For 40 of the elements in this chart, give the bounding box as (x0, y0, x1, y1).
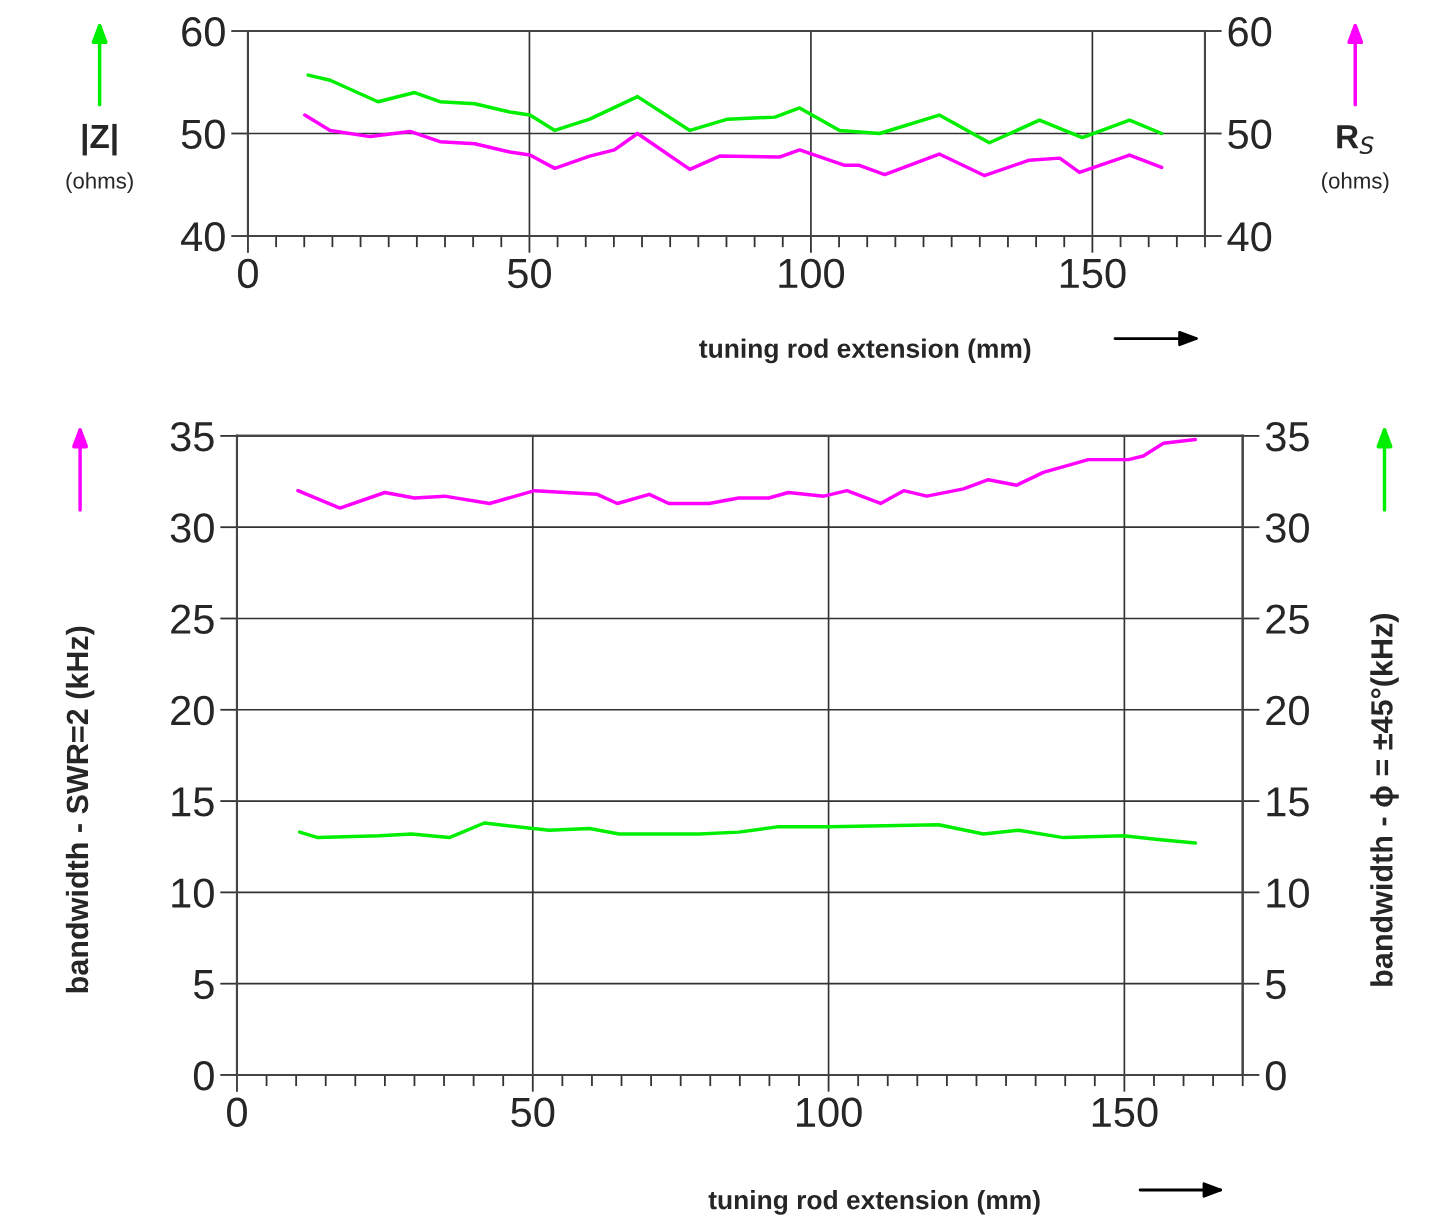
y2-tick-label: 40 (1227, 222, 1272, 252)
x-tick-label: 100 (779, 258, 845, 289)
y-tick-label: 15 (172, 787, 214, 817)
y2-tick-label: 20 (1266, 695, 1309, 726)
x-axis-title: tuning rod extension (mm) (699, 338, 1031, 364)
y-tick-label: 60 (182, 17, 225, 47)
y-tick-label: 30 (170, 513, 214, 543)
line-series (297, 821, 1198, 845)
x-tick-label: 0 (238, 258, 258, 289)
y2-tick-label: 5 (1265, 970, 1286, 1000)
y2-axis-title: R$_{S}$ (ohms) (1322, 125, 1389, 194)
y2-tick-label: 15 (1267, 787, 1309, 817)
y-tick-label: 50 (181, 119, 225, 150)
y2-tick-label: 10 (1267, 878, 1309, 908)
y-tick-label: 0 (193, 1060, 214, 1091)
y-tick-label: 10 (172, 878, 214, 908)
y-axis-title: bandwidth - SWR=2 (kHz) (65, 626, 95, 993)
y2-axis-title: bandwidth - ϕ = ±45°(kHz) (1370, 614, 1399, 986)
y2-tick-label: 0 (1265, 1060, 1286, 1091)
y2-tick-label: 35 (1265, 421, 1309, 452)
line-series (296, 437, 1198, 510)
x-tick-label: 150 (1060, 258, 1126, 289)
y2-tick-label: 60 (1228, 17, 1272, 47)
line-series (303, 113, 1164, 178)
x-tick-label: 50 (507, 258, 551, 289)
y2-tick-label: 30 (1265, 513, 1309, 543)
y2-tick-label: 50 (1228, 119, 1272, 150)
y-tick-label: 25 (171, 604, 214, 634)
x-tick-label: 50 (511, 1097, 555, 1128)
y-axis-title: |Z| (ohms) (66, 123, 133, 194)
x-tick-label: 150 (1092, 1097, 1158, 1128)
y-tick-label: 40 (181, 222, 225, 252)
x-tick-label: 0 (227, 1097, 247, 1128)
line-series (306, 73, 1164, 145)
y-tick-label: 5 (193, 970, 214, 1000)
x-axis-title: tuning rod extension (mm) (708, 1190, 1040, 1215)
y-tick-label: 20 (171, 695, 214, 726)
x-tick-label: 100 (797, 1097, 862, 1128)
y-tick-label: 35 (170, 421, 214, 452)
y2-tick-label: 25 (1266, 604, 1309, 634)
